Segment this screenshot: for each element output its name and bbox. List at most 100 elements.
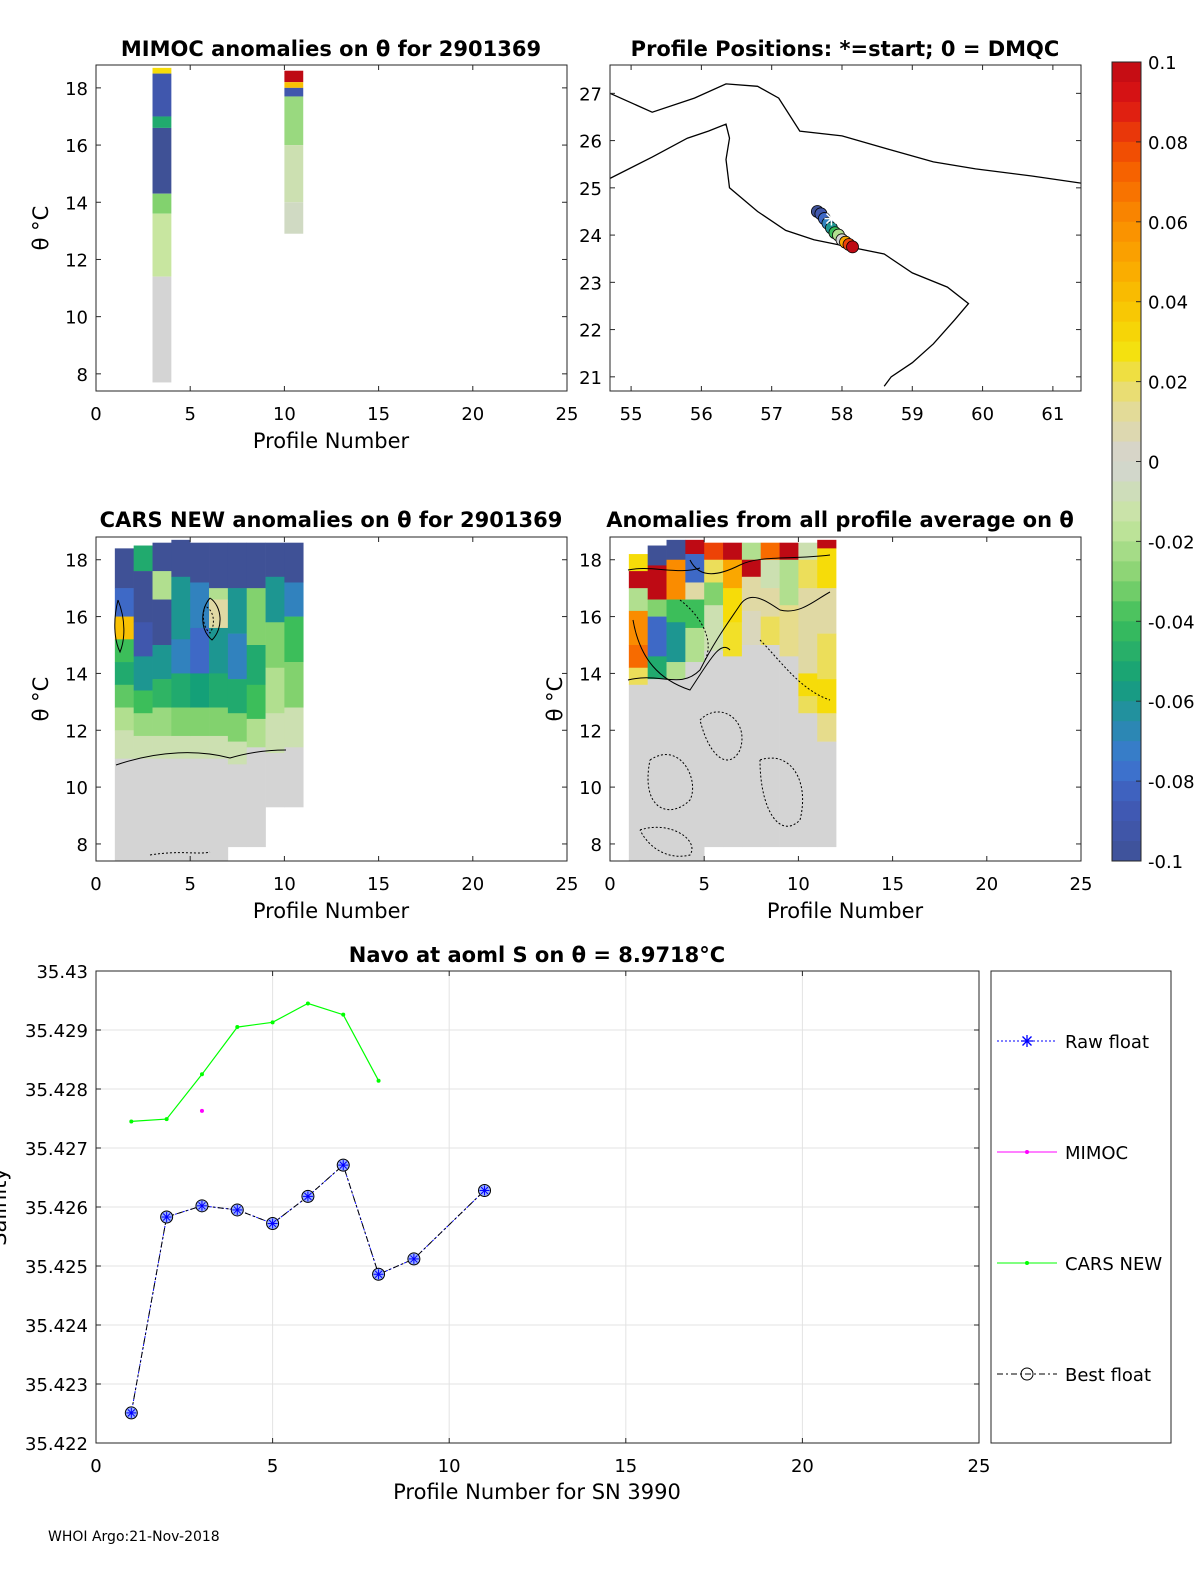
x-tick-label: 15 — [881, 874, 904, 895]
y-tick-label: 16 — [65, 136, 88, 157]
anomaly-cell — [704, 582, 724, 606]
anomaly-cell — [133, 735, 153, 759]
anomaly-cell — [741, 610, 762, 646]
anomaly-cell — [171, 707, 191, 737]
cars-new-line — [131, 1002, 380, 1122]
anomaly-cell — [741, 645, 762, 848]
dot-marker-icon — [1025, 1261, 1029, 1265]
y-tick-label: 35.422 — [25, 1434, 88, 1455]
positions-axes-box — [609, 64, 1082, 392]
anomaly-cell — [190, 542, 210, 583]
salinity-x-ticks: 0 5 10 15 20 25 — [90, 971, 990, 1477]
average-ylabel: θ °C — [543, 677, 567, 722]
colorbar-strips — [1112, 62, 1141, 862]
colorbar-strip — [1112, 101, 1141, 123]
anomaly-cell — [171, 539, 191, 578]
anomaly-cell — [817, 633, 837, 680]
cars-heatmap — [114, 539, 304, 862]
anomaly-cell — [284, 707, 304, 748]
anomaly-cell — [741, 576, 762, 612]
anomaly-cell — [114, 548, 134, 589]
anomaly-cell — [209, 627, 229, 674]
colorbar-strip — [1112, 441, 1141, 462]
anomaly-cell — [284, 82, 304, 88]
anomaly-cell — [152, 213, 172, 277]
anomaly-cell — [265, 667, 285, 714]
x-tick-label: 10 — [787, 874, 810, 895]
anomaly-cell — [209, 673, 229, 708]
anomaly-cell — [798, 542, 818, 561]
anomaly-cell — [209, 758, 229, 862]
y-tick-label: 8 — [77, 835, 88, 856]
colorbar-strip — [1112, 641, 1141, 662]
colorbar-strip — [1112, 62, 1141, 83]
anomaly-cell — [779, 605, 799, 657]
anomaly-cell — [798, 696, 818, 714]
coastline-path — [610, 123, 970, 387]
anomaly-cell — [723, 588, 743, 623]
cars-axes-box — [95, 536, 568, 862]
y-tick-label: 10 — [65, 308, 88, 329]
colorbar-tick-label: 0.06 — [1148, 213, 1188, 234]
colorbar-strip — [1112, 561, 1141, 582]
y-tick-label: 35.423 — [25, 1375, 88, 1396]
anomaly-cell — [114, 758, 134, 862]
anomaly-cell — [227, 542, 248, 589]
anomaly-cell — [152, 73, 172, 117]
colorbar-strip — [1112, 761, 1141, 782]
mimoc-title: MIMOC anomalies on θ for 2901369 — [121, 37, 541, 61]
cars-x-ticks: 0 5 10 15 20 25 — [90, 537, 578, 895]
colorbar-strip — [1112, 161, 1141, 183]
salinity-series — [124, 1001, 492, 1420]
x-tick-label: 20 — [461, 404, 484, 425]
anomaly-cell — [760, 645, 780, 848]
legend-label-best-float: Best float — [1065, 1365, 1151, 1386]
dot-marker-icon — [1025, 1150, 1029, 1154]
anomaly-cell — [133, 545, 153, 572]
positions-x-ticks: 55 56 57 58 59 60 61 — [620, 65, 1064, 425]
anomaly-cell — [190, 673, 210, 708]
x-tick-label: 10 — [273, 874, 296, 895]
anomaly-cell — [666, 662, 686, 680]
legend-item-best-float: Best float — [997, 1365, 1151, 1386]
legend-item-mimoc: MIMOC — [997, 1143, 1128, 1164]
anomaly-cell — [741, 542, 762, 561]
anomaly-cell — [760, 588, 780, 617]
positions-title: Profile Positions: *=start; 0 = DMQC — [631, 37, 1060, 61]
colorbar-strip — [1112, 781, 1141, 802]
colorbar-tick-label: -0.04 — [1148, 612, 1195, 633]
cars-new-point — [235, 1025, 240, 1030]
y-tick-label: 35.424 — [25, 1316, 88, 1337]
anomaly-cell — [152, 542, 172, 572]
anomaly-cell — [666, 622, 686, 663]
anomaly-cell — [666, 539, 686, 561]
x-tick-label: 0 — [90, 404, 101, 425]
anomaly-cell — [265, 576, 285, 623]
colorbar-tick-label: -0.1 — [1148, 852, 1183, 873]
x-tick-label: 15 — [614, 1456, 637, 1477]
y-tick-label: 8 — [591, 835, 602, 856]
anomaly-cell — [666, 679, 686, 862]
raw-float-point — [338, 1160, 349, 1171]
anomaly-cell — [647, 545, 667, 566]
anomaly-cell — [284, 87, 304, 97]
colorbar-strip — [1112, 541, 1141, 562]
anomaly-cell — [798, 559, 818, 589]
anomaly-cell — [133, 656, 153, 691]
y-tick-label: 27 — [579, 84, 602, 105]
cars-contours — [114, 597, 287, 856]
colorbar-strip — [1112, 301, 1141, 323]
mimoc-heatmap — [152, 67, 304, 383]
y-tick-label: 35.426 — [25, 1198, 88, 1219]
x-tick-label: 10 — [273, 404, 296, 425]
colorbar-strip — [1112, 201, 1141, 223]
y-tick-label: 35.428 — [25, 1080, 88, 1101]
salinity-title: Navo at aoml S on θ = 8.9718°C — [349, 943, 725, 967]
anomaly-cell — [817, 713, 837, 742]
anomaly-cell — [666, 559, 686, 600]
anomaly-cell — [190, 735, 210, 759]
panel-mimoc-anomalies: MIMOC anomalies on θ for 2901369 0 5 10 15 2… — [29, 37, 578, 453]
best-float-line — [130, 1164, 485, 1413]
x-tick-label: 5 — [184, 404, 195, 425]
anomaly-cell — [114, 707, 134, 731]
